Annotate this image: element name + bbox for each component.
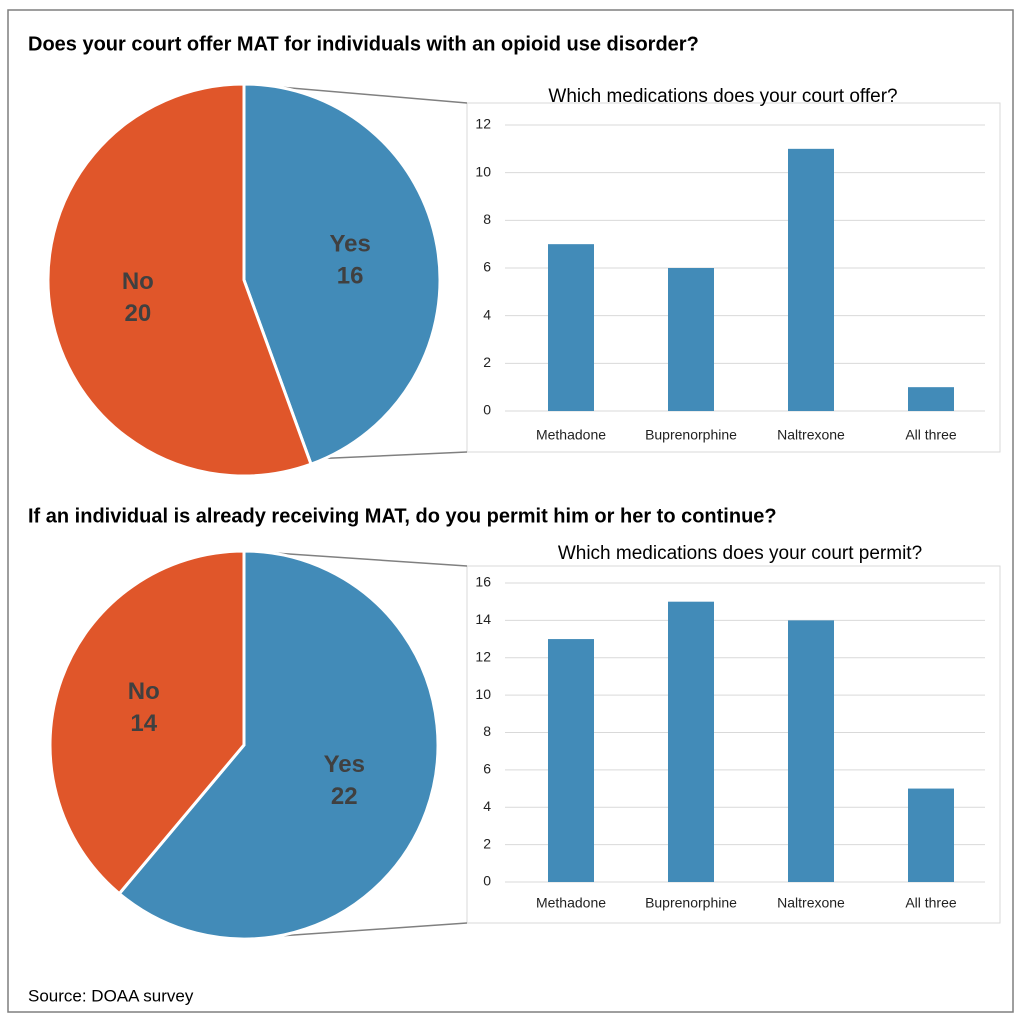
pie-slice	[48, 549, 246, 896]
x-tick-label: Methadone	[536, 427, 606, 443]
bar	[668, 601, 714, 882]
chart-title: Which medications does your court offer?	[548, 86, 897, 107]
y-tick-label: 6	[483, 259, 491, 275]
y-tick-label: 2	[483, 354, 491, 370]
x-tick-label: Buprenorphine	[645, 427, 737, 443]
x-tick-label: All three	[905, 895, 957, 911]
y-tick-label: 2	[483, 835, 491, 851]
slice-value: 16	[337, 263, 364, 290]
chart-title: Which medications does your court permit…	[558, 543, 922, 564]
x-tick-label: Buprenorphine	[645, 895, 737, 911]
x-tick-label: All three	[905, 427, 957, 443]
section-title: If an individual is already receiving MA…	[28, 505, 777, 527]
bar	[908, 788, 954, 882]
slice-value: 20	[124, 300, 151, 327]
x-tick-label: Methadone	[536, 895, 606, 911]
y-tick-label: 4	[483, 306, 491, 322]
y-tick-label: 4	[483, 798, 491, 814]
bar	[548, 244, 594, 411]
pie-slice	[46, 82, 313, 478]
y-tick-label: 0	[483, 873, 491, 889]
y-tick-label: 12	[475, 116, 491, 132]
source: Source: DOAA survey	[28, 986, 194, 1005]
pie-slice	[117, 549, 440, 941]
section-title: Does your court offer MAT for individual…	[28, 33, 699, 55]
pie-slice	[242, 82, 442, 467]
slice-label: Yes	[329, 231, 370, 258]
slice-label: No	[122, 268, 154, 295]
bar	[788, 620, 834, 882]
x-tick-label: Naltrexone	[777, 895, 845, 911]
slice-value: 22	[331, 783, 358, 810]
y-tick-label: 10	[475, 686, 491, 702]
bar	[908, 387, 954, 411]
y-tick-label: 8	[483, 723, 491, 739]
slice-value: 14	[130, 710, 157, 737]
x-tick-label: Naltrexone	[777, 427, 845, 443]
y-tick-label: 8	[483, 211, 491, 227]
y-tick-label: 10	[475, 163, 491, 179]
slice-label: Yes	[324, 751, 365, 778]
y-tick-label: 6	[483, 761, 491, 777]
y-tick-label: 14	[475, 611, 491, 627]
y-tick-label: 0	[483, 402, 491, 418]
bar	[788, 148, 834, 412]
y-tick-label: 16	[475, 574, 491, 590]
bar	[548, 639, 594, 882]
bar	[668, 268, 714, 411]
connector	[310, 451, 468, 460]
y-tick-label: 12	[475, 648, 491, 664]
slice-label: No	[128, 678, 160, 705]
